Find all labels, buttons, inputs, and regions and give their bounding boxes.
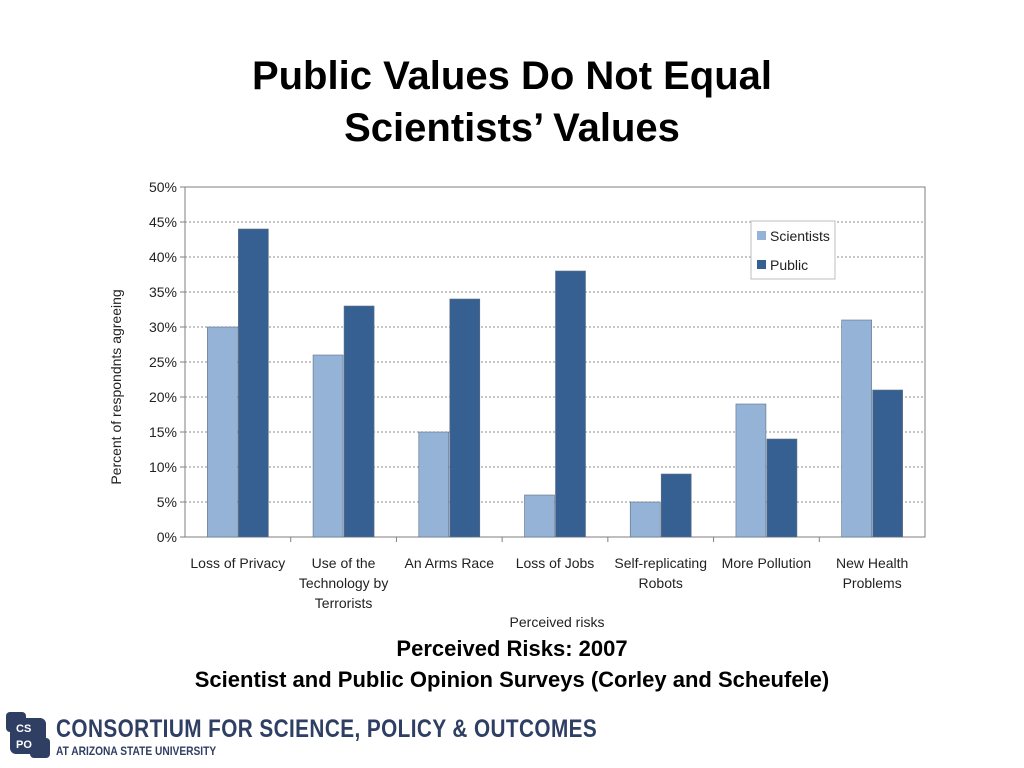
bar-public-1 <box>343 305 375 538</box>
bar-scientists-6 <box>841 319 872 538</box>
bar-public-6 <box>872 389 903 538</box>
y-tick-label: 30% <box>149 319 177 335</box>
x-tick-label: An Arms Race <box>405 555 495 571</box>
legend-label-public: Public <box>770 257 808 273</box>
y-tick-label: 45% <box>149 214 177 230</box>
svg-text:PO: PO <box>16 739 32 751</box>
legend-swatch-scientists <box>757 231 766 240</box>
bar-scientists-5 <box>735 403 767 538</box>
cspo-logo-mark-icon: CS PO <box>6 712 50 758</box>
x-tick-label: Robots <box>639 575 683 591</box>
y-tick-label: 25% <box>149 354 177 370</box>
logo-title: CONSORTIUM FOR SCIENCE, POLICY & OUTCOME… <box>56 715 598 743</box>
y-tick-label: 50% <box>149 179 177 195</box>
y-tick-label: 35% <box>149 284 177 300</box>
y-tick-label: 5% <box>157 494 177 510</box>
x-tick-label: Terrorists <box>315 595 373 611</box>
y-tick-label: 20% <box>149 389 177 405</box>
legend-label-scientists: Scientists <box>770 228 830 244</box>
logo-subtitle: AT ARIZONA STATE UNIVERSITY <box>56 744 217 758</box>
x-tick-label: Problems <box>843 575 902 591</box>
x-tick-label: Loss of Jobs <box>516 555 595 571</box>
bar-public-0 <box>238 228 269 538</box>
bar-public-2 <box>449 298 481 538</box>
bar-public-3 <box>555 270 586 538</box>
y-tick-label: 40% <box>149 249 177 265</box>
bar-scientists-4 <box>629 501 661 538</box>
bar-scientists-2 <box>418 431 450 538</box>
cspo-logo: CS PO CONSORTIUM FOR SCIENCE, POLICY & O… <box>6 712 708 760</box>
legend-swatch-public <box>757 260 766 269</box>
x-tick-label: More Pollution <box>722 555 812 571</box>
x-tick-label: Use of the <box>312 555 376 571</box>
slide-title-line2: Scientists’ Values <box>344 106 680 150</box>
x-tick-label: Technology by <box>299 575 389 591</box>
chart-caption-source: Scientist and Public Opinion Surveys (Co… <box>194 667 830 692</box>
bar-public-4 <box>660 473 692 538</box>
y-tick-label: 15% <box>149 424 177 440</box>
x-tick-label: New Health <box>836 555 908 571</box>
svg-text:CS: CS <box>16 723 31 735</box>
y-axis-title: Percent of respondnts agreeing <box>108 289 124 484</box>
y-tick-label: 0% <box>157 529 177 545</box>
slide-title-line1: Public Values Do Not Equal <box>251 54 773 98</box>
bar-public-5 <box>766 438 798 538</box>
bar-chart: 0% 5% 10% 15% 20% 25% 30% 35% 40% 45% 50% Loss of P… <box>108 179 926 630</box>
x-axis-title: Perceived risks <box>510 614 605 630</box>
chart-caption-title: Perceived Risks: 2007 <box>396 636 628 661</box>
slide-title: Public Values Do Not Equal Scientists’ V… <box>0 50 1024 154</box>
bar-scientists-0 <box>207 326 238 538</box>
bar-scientists-1 <box>312 354 344 538</box>
legend-box <box>750 220 836 280</box>
bar-scientists-3 <box>524 494 555 538</box>
x-tick-label: Loss of Privacy <box>190 555 285 571</box>
x-tick-label: Self-replicating <box>614 555 707 571</box>
y-tick-label: 10% <box>149 459 177 475</box>
